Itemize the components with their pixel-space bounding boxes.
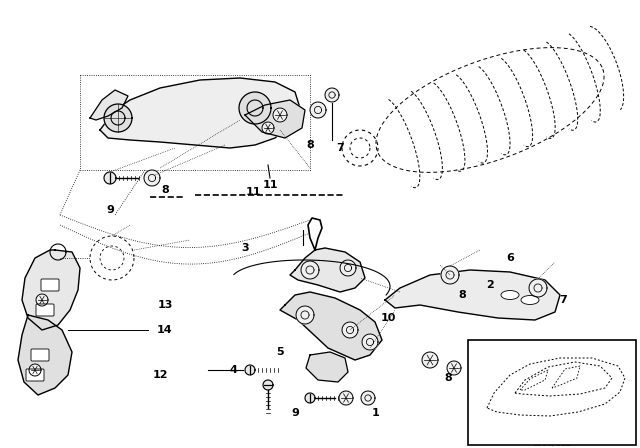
Text: 8: 8 — [444, 373, 452, 383]
Text: 7: 7 — [559, 295, 567, 305]
Polygon shape — [296, 306, 314, 324]
Text: 6: 6 — [506, 253, 514, 263]
Text: 14: 14 — [157, 325, 173, 335]
FancyBboxPatch shape — [26, 369, 44, 381]
Text: 5: 5 — [276, 347, 284, 357]
Polygon shape — [90, 90, 128, 120]
Polygon shape — [325, 88, 339, 102]
Polygon shape — [245, 365, 255, 375]
Text: 10: 10 — [380, 313, 396, 323]
Text: c006/612: c006/612 — [532, 439, 572, 448]
Text: 8: 8 — [458, 290, 466, 300]
Polygon shape — [422, 352, 438, 368]
Polygon shape — [342, 322, 358, 338]
Polygon shape — [340, 260, 356, 276]
Polygon shape — [273, 108, 287, 122]
Text: 13: 13 — [157, 300, 173, 310]
Text: 8: 8 — [306, 140, 314, 150]
Text: 4: 4 — [229, 365, 237, 375]
Polygon shape — [29, 364, 41, 376]
Text: 1: 1 — [372, 408, 380, 418]
Polygon shape — [310, 102, 326, 118]
Polygon shape — [22, 250, 80, 330]
Text: 11: 11 — [262, 180, 278, 190]
FancyBboxPatch shape — [31, 349, 49, 361]
Polygon shape — [36, 294, 48, 306]
Polygon shape — [385, 270, 560, 320]
Text: 2: 2 — [486, 280, 494, 290]
Polygon shape — [280, 292, 382, 360]
Polygon shape — [100, 78, 300, 148]
Polygon shape — [263, 380, 273, 390]
Polygon shape — [447, 361, 461, 375]
Polygon shape — [18, 315, 72, 395]
Polygon shape — [339, 391, 353, 405]
Polygon shape — [104, 104, 132, 132]
Polygon shape — [305, 393, 315, 403]
Polygon shape — [306, 352, 348, 382]
Bar — [468, 340, 636, 445]
Polygon shape — [104, 172, 116, 184]
Polygon shape — [441, 266, 459, 284]
Text: 3: 3 — [241, 243, 249, 253]
Polygon shape — [245, 100, 305, 138]
FancyBboxPatch shape — [41, 279, 59, 291]
Polygon shape — [262, 122, 274, 134]
Text: 11: 11 — [245, 187, 260, 197]
Polygon shape — [361, 391, 375, 405]
Text: 8: 8 — [161, 185, 169, 195]
Text: 12: 12 — [152, 370, 168, 380]
Polygon shape — [239, 92, 271, 124]
FancyBboxPatch shape — [36, 304, 54, 316]
Text: 9: 9 — [291, 408, 299, 418]
Polygon shape — [529, 279, 547, 297]
Polygon shape — [290, 248, 365, 292]
Text: 9: 9 — [106, 205, 114, 215]
Ellipse shape — [521, 296, 539, 305]
Ellipse shape — [501, 290, 519, 300]
Polygon shape — [144, 170, 160, 186]
Text: 7: 7 — [336, 143, 344, 153]
Polygon shape — [301, 261, 319, 279]
Polygon shape — [362, 334, 378, 350]
